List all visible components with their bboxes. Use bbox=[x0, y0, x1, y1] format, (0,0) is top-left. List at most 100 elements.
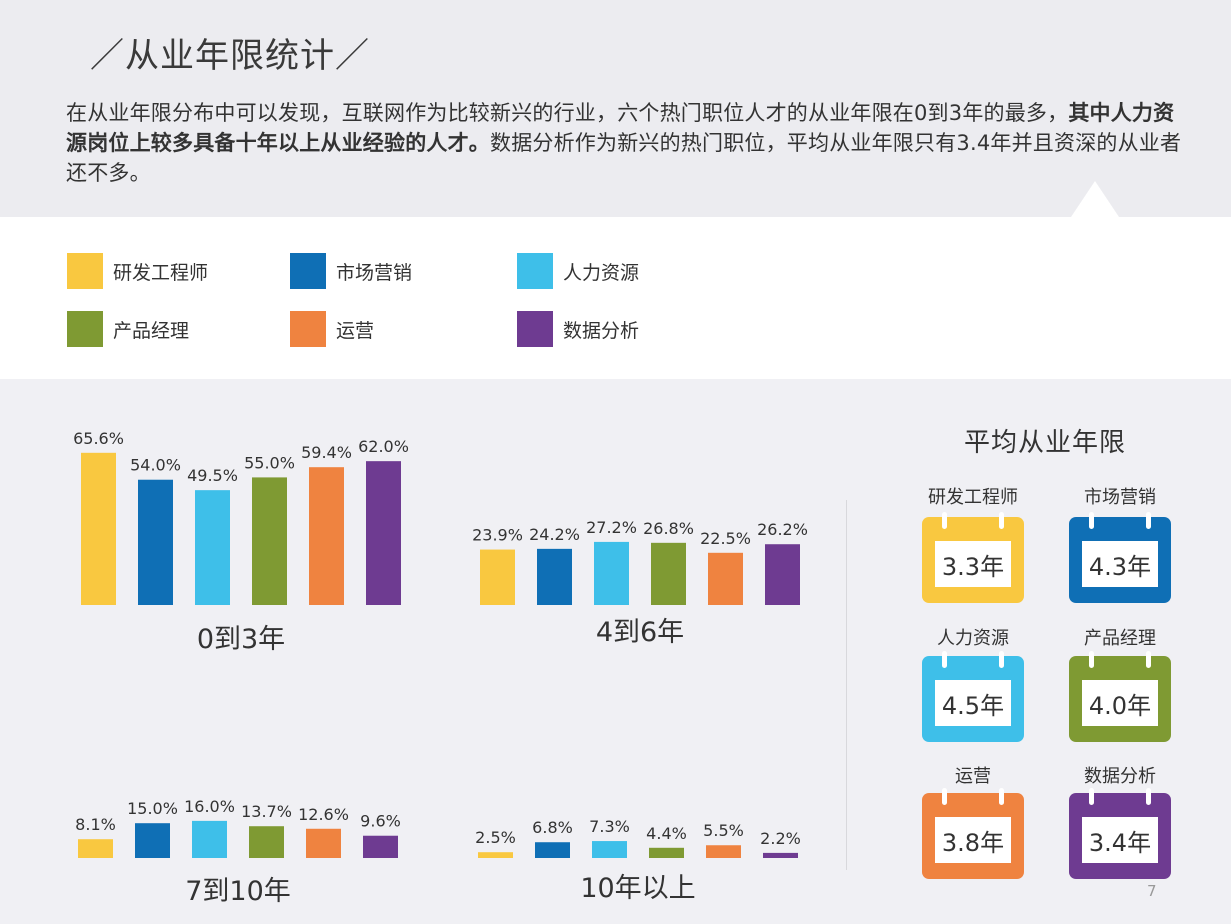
avg-name-product-manager: 产品经理 bbox=[1084, 628, 1156, 649]
avg-value-hr: 4.5年 bbox=[935, 680, 1011, 726]
bar-1-data-analysis bbox=[366, 461, 401, 605]
bar-2-marketing bbox=[537, 548, 572, 605]
legend-item-hr: 人力资源 bbox=[517, 253, 639, 289]
legend-item-marketing: 市场营销 bbox=[290, 253, 412, 289]
callout-notch bbox=[1071, 181, 1119, 217]
legend-label: 产品经理 bbox=[113, 319, 190, 342]
avg-value-data-analysis: 3.4年 bbox=[1082, 817, 1158, 863]
bar-3-marketing bbox=[135, 823, 170, 858]
averages-title: 平均从业年限 bbox=[963, 428, 1126, 458]
divider bbox=[846, 500, 847, 870]
calendar-ring bbox=[1146, 651, 1151, 668]
legend-item-data-analysis: 数据分析 bbox=[517, 311, 639, 347]
legend-swatch bbox=[290, 311, 326, 347]
legend-item-operations: 运营 bbox=[290, 311, 374, 347]
calendar-ring bbox=[942, 651, 947, 668]
avg-value-product-manager: 4.0年 bbox=[1082, 680, 1158, 726]
avg-value-operations: 3.8年 bbox=[935, 817, 1011, 863]
bar-value-label: 59.4% bbox=[301, 443, 352, 462]
calendar-ring bbox=[999, 651, 1004, 668]
legend-label: 研发工程师 bbox=[113, 261, 209, 284]
legend-swatch bbox=[67, 253, 103, 289]
legend-band bbox=[0, 217, 1231, 379]
group-label: 4到6年 bbox=[596, 617, 684, 648]
bar-4-product-manager bbox=[649, 847, 684, 858]
legend-swatch bbox=[517, 311, 553, 347]
bar-value-label: 9.6% bbox=[360, 812, 401, 831]
avg-name-rd-engineer: 研发工程师 bbox=[928, 487, 1018, 508]
avg-name-operations: 运营 bbox=[955, 766, 991, 787]
bar-4-rd-engineer bbox=[478, 852, 513, 858]
header-band bbox=[0, 0, 1231, 217]
bar-2-rd-engineer bbox=[480, 549, 515, 605]
bar-value-label: 2.5% bbox=[475, 828, 516, 847]
bar-value-label: 2.2% bbox=[760, 829, 801, 848]
calendar-icon: 4.3年 bbox=[1069, 512, 1171, 603]
intro-text-1: 在从业年限分布中可以发现，互联网作为比较新兴的行业，六个热门职位人才的从业年限在… bbox=[66, 101, 1069, 125]
bar-1-marketing bbox=[138, 479, 173, 605]
bar-value-label: 23.9% bbox=[472, 526, 523, 545]
calendar-ring bbox=[1089, 651, 1094, 668]
group-label: 10年以上 bbox=[580, 873, 695, 904]
avg-value-rd-engineer: 3.3年 bbox=[935, 541, 1011, 587]
bar-value-label: 49.5% bbox=[187, 466, 238, 485]
bar-value-label: 26.8% bbox=[643, 519, 694, 538]
calendar-icon: 4.0年 bbox=[1069, 651, 1171, 742]
calendar-ring bbox=[1146, 512, 1151, 529]
calendar-ring bbox=[1089, 512, 1094, 529]
legend-label: 运营 bbox=[336, 319, 375, 342]
bar-value-label: 22.5% bbox=[700, 529, 751, 548]
calendar-ring bbox=[1146, 788, 1151, 805]
page-title: ／从业年限统计／ bbox=[90, 36, 370, 76]
bar-3-data-analysis bbox=[363, 835, 398, 858]
calendar-ring bbox=[1089, 788, 1094, 805]
bar-value-label: 7.3% bbox=[589, 817, 630, 836]
bar-value-label: 13.7% bbox=[241, 802, 292, 821]
bar-value-label: 6.8% bbox=[532, 818, 573, 837]
bar-4-hr bbox=[592, 841, 627, 858]
bar-2-operations bbox=[708, 552, 743, 605]
bar-1-product-manager bbox=[252, 477, 287, 605]
page-number: 7 bbox=[1147, 882, 1157, 900]
legend-swatch bbox=[517, 253, 553, 289]
bar-1-hr bbox=[195, 490, 230, 605]
intro-text-bold: 其中人力资源岗位上较多具备十年以上从业经验的人才。 bbox=[66, 101, 1175, 155]
calendar-icon: 3.3年 bbox=[922, 512, 1024, 603]
legend-swatch bbox=[67, 311, 103, 347]
bar-value-label: 62.0% bbox=[358, 437, 409, 456]
calendar-icon: 4.5年 bbox=[922, 651, 1024, 742]
bar-value-label: 4.4% bbox=[646, 824, 687, 843]
bar-value-label: 26.2% bbox=[757, 520, 808, 539]
bar-value-label: 5.5% bbox=[703, 821, 744, 840]
calendar-icon: 3.4年 bbox=[1069, 788, 1171, 879]
legend-item-product-manager: 产品经理 bbox=[67, 311, 189, 347]
avg-value-marketing: 4.3年 bbox=[1082, 541, 1158, 587]
group-label: 0到3年 bbox=[197, 624, 285, 655]
bar-4-data-analysis bbox=[763, 852, 798, 858]
bar-1-operations bbox=[309, 467, 344, 605]
legend-item-rd-engineer: 研发工程师 bbox=[67, 253, 208, 289]
avg-name-hr: 人力资源 bbox=[937, 628, 1009, 649]
bar-value-label: 54.0% bbox=[130, 456, 181, 475]
bar-value-label: 8.1% bbox=[75, 815, 116, 834]
legend-label: 数据分析 bbox=[563, 319, 640, 342]
legend-label: 市场营销 bbox=[336, 261, 413, 284]
bar-3-hr bbox=[192, 820, 227, 858]
bar-1-rd-engineer bbox=[81, 452, 116, 605]
bar-value-label: 16.0% bbox=[184, 797, 235, 816]
bar-value-label: 24.2% bbox=[529, 525, 580, 544]
bar-4-operations bbox=[706, 845, 741, 858]
calendar-ring bbox=[942, 512, 947, 529]
calendar-ring bbox=[942, 788, 947, 805]
calendar-ring bbox=[999, 788, 1004, 805]
avg-name-marketing: 市场营销 bbox=[1084, 487, 1156, 508]
group-label: 7到10年 bbox=[185, 876, 291, 907]
bar-4-marketing bbox=[535, 842, 570, 858]
intro-text-2: 数据分析作为新兴的热门职位，平均从业年限只有3.4年并且资深的从业者还不多。 bbox=[66, 131, 1182, 185]
bar-value-label: 15.0% bbox=[127, 799, 178, 818]
bar-2-data-analysis bbox=[765, 544, 800, 605]
legend-swatch bbox=[290, 253, 326, 289]
bar-value-label: 12.6% bbox=[298, 805, 349, 824]
bar-2-product-manager bbox=[651, 542, 686, 605]
